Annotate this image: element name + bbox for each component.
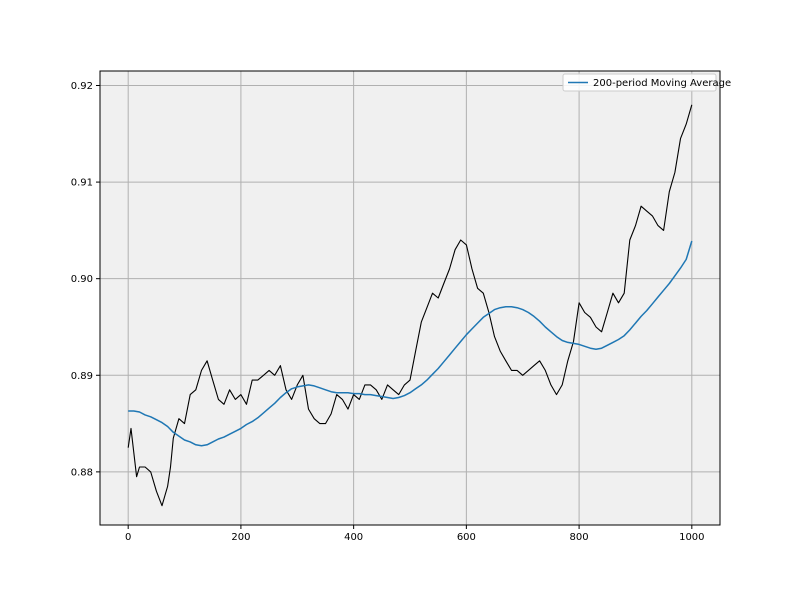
- grid-lines: [100, 71, 720, 525]
- x-tick-label: 400: [344, 532, 363, 543]
- price-series-line: [127, 104, 693, 507]
- y-tick-label: 0.90: [71, 274, 93, 285]
- x-tick-label: 600: [457, 532, 476, 543]
- x-tick-label: 200: [231, 532, 250, 543]
- y-tick-label: 0.91: [71, 178, 93, 189]
- x-tick-label: 800: [570, 532, 589, 543]
- x-tick-label: 1000: [679, 532, 704, 543]
- y-tick-label: 0.89: [71, 371, 93, 382]
- y-tick-label: 0.88: [71, 467, 93, 478]
- y-tick-label: 0.92: [71, 81, 93, 92]
- tick-layer: 0 200 400 600 800 1000 0.88 0.89 0.90 0.91 0.92: [71, 81, 705, 543]
- legend-label-moving-average: 200-period Moving Average: [593, 78, 731, 89]
- series-layer: [127, 104, 693, 507]
- legend: 200-period Moving Average: [562, 73, 731, 92]
- plot-background: [100, 71, 720, 525]
- legend-frame: [562, 73, 717, 92]
- plot-frame: [99, 70, 721, 526]
- x-tick-label: 0: [125, 532, 131, 543]
- moving-average-line: [128, 240, 693, 447]
